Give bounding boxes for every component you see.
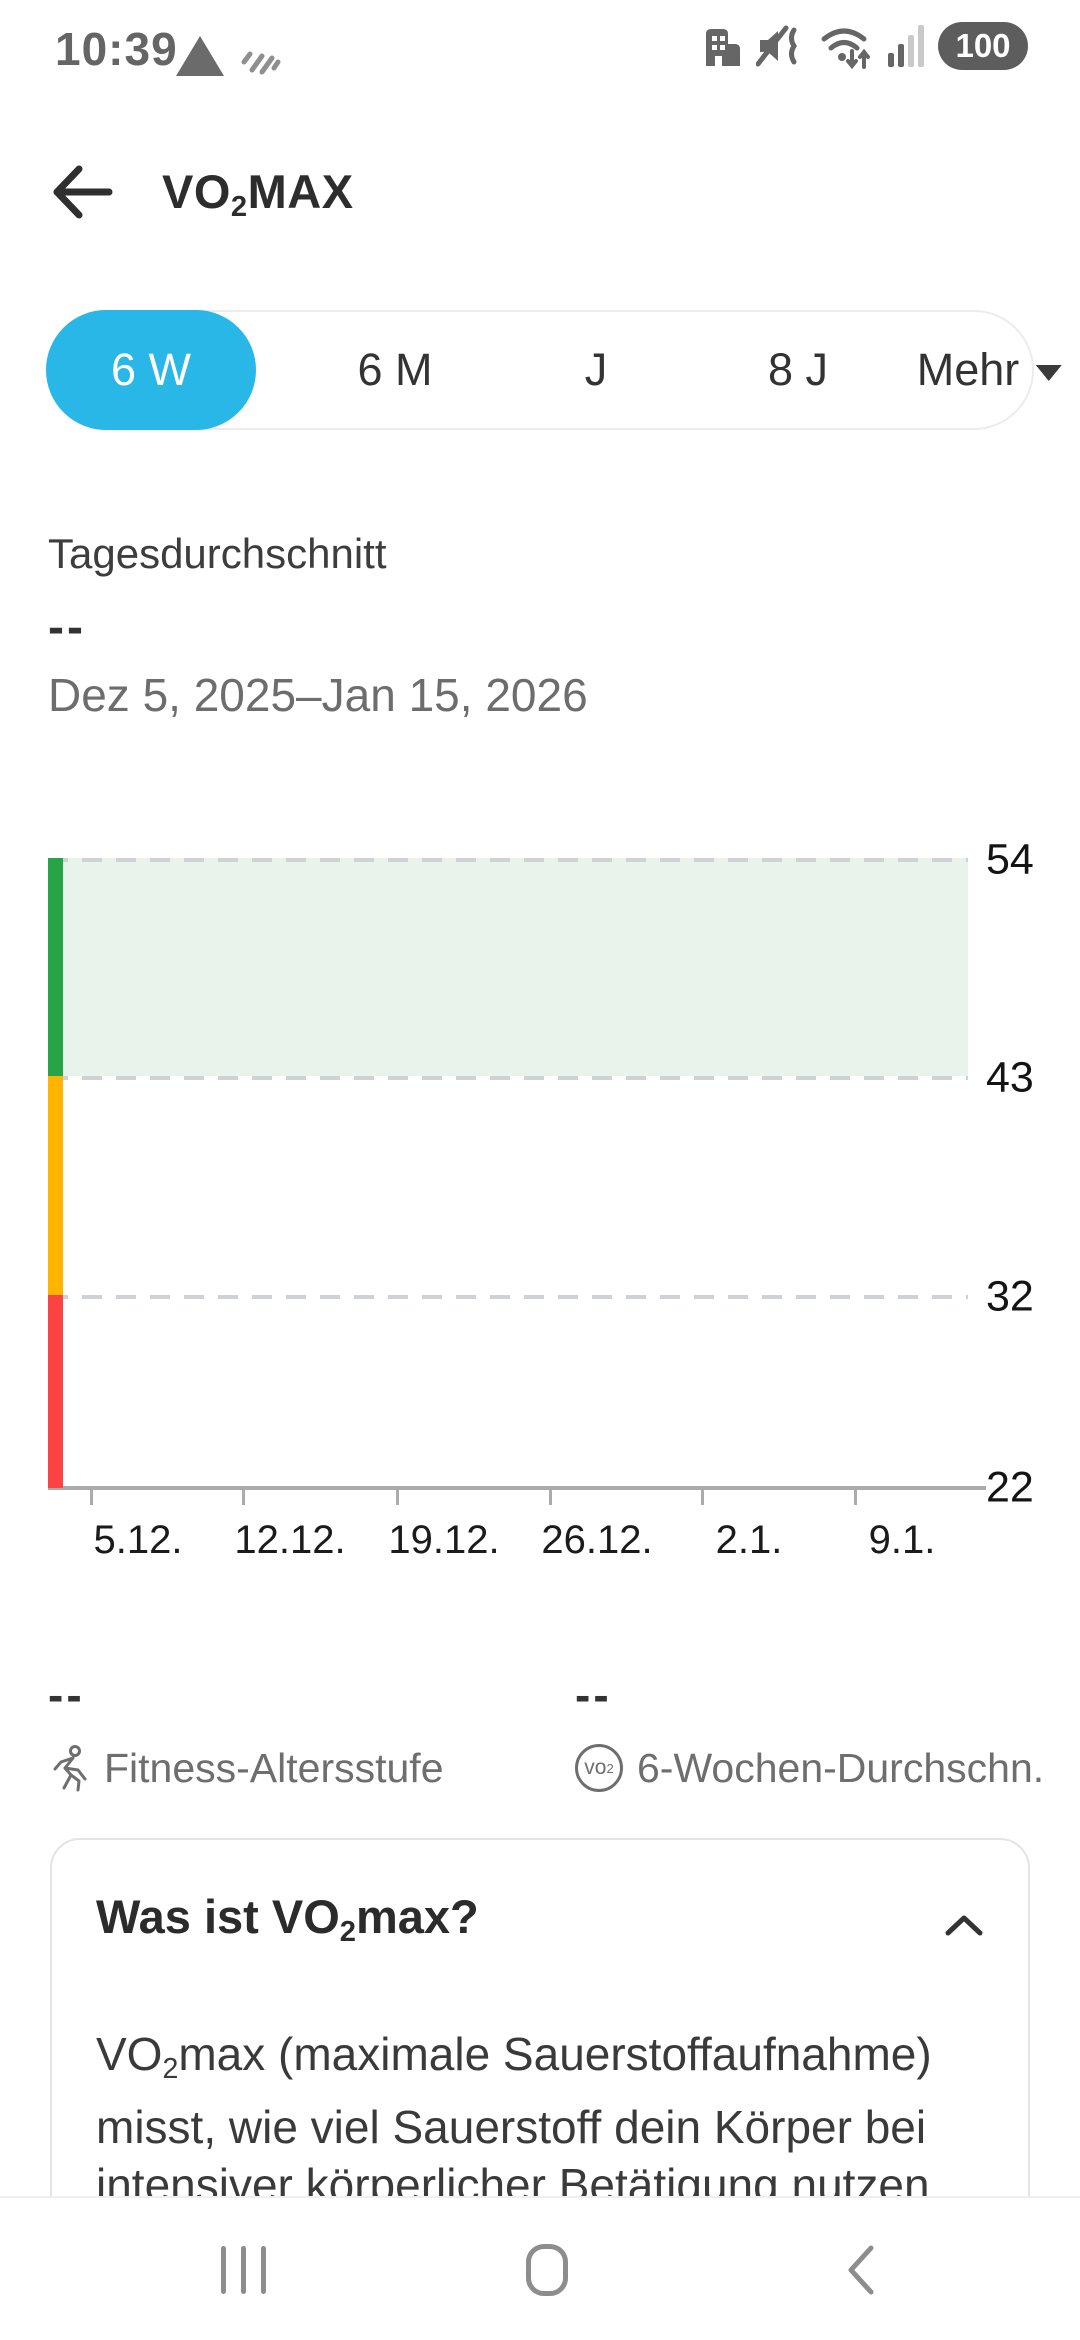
x-tick-label: 19.12. (388, 1518, 500, 1562)
nav-back-icon (848, 2245, 874, 2295)
range-option-j[interactable]: J (584, 344, 608, 395)
battery-percent: 100 (955, 27, 1011, 64)
back-button[interactable] (46, 156, 118, 228)
page-title: VO2MAX (162, 165, 354, 224)
x-tick-label: 2.1. (715, 1518, 783, 1562)
y-tick-label: 54 (986, 835, 1034, 884)
battery-icon: 100 (938, 22, 1028, 70)
stat-6week-average: -- vo 2 6-Wochen-Durchschn. (575, 1668, 1044, 1792)
clock: 10:39 (55, 23, 178, 75)
app-header: VO2MAX (0, 150, 1080, 250)
x-tick-label: 12.12. (234, 1518, 346, 1562)
gridline-54 (48, 858, 968, 862)
vo2max-chart: 5.12. 12.12. 19.12. 26.12. 2.1. 9.1. 54 … (0, 836, 1080, 1588)
6week-average-label: 6-Wochen-Durchschn. (637, 1744, 1045, 1791)
status-bar: 10:39 (0, 0, 1080, 92)
info-card-title: Was ist VO2max? (96, 1890, 479, 1949)
chevron-down-icon (1035, 365, 1062, 381)
home-button[interactable] (487, 2198, 607, 2340)
range-selector: 6 W 6 M J 8 J Mehr (46, 310, 1062, 430)
x-tick-label: 26.12. (541, 1518, 653, 1562)
gridline-32 (48, 1295, 968, 1299)
x-tick-label: 9.1. (868, 1518, 936, 1562)
warning-triangle-icon (176, 36, 224, 76)
arrow-left-icon (53, 165, 113, 219)
stat-fitness-age: -- Fitness-Altersstufe (48, 1668, 444, 1792)
recents-button[interactable] (183, 2198, 303, 2340)
x-tick-label: 5.12. (93, 1518, 183, 1562)
summary-value: -- (48, 601, 86, 654)
signal-bars-icon (888, 25, 924, 67)
runner-icon (53, 1745, 87, 1792)
zone-bar-medium (48, 1076, 63, 1295)
vo2-icon: vo 2 (575, 1744, 623, 1792)
x-tick (854, 1490, 857, 1505)
target-zone-band (48, 858, 968, 1076)
wifi-arrows-icon (821, 28, 870, 69)
x-tick (396, 1490, 399, 1505)
range-option-6m[interactable]: 6 M (357, 344, 433, 395)
x-tick (701, 1490, 704, 1505)
recents-icon (220, 2246, 266, 2294)
y-tick-label: 22 (986, 1463, 1034, 1512)
sound-off-icon (756, 25, 797, 67)
fitness-age-label: Fitness-Altersstufe (104, 1744, 444, 1791)
zone-bar-low (48, 1295, 63, 1488)
x-tick (242, 1490, 245, 1505)
summary-label: Tagesdurchschnitt (48, 530, 387, 577)
fitness-age-value: -- (48, 1669, 85, 1721)
diagonal-dashes-icon (241, 51, 281, 75)
x-tick (90, 1490, 93, 1505)
chevron-up-icon[interactable] (944, 1913, 984, 1937)
range-option-8j[interactable]: 8 J (767, 344, 829, 395)
x-axis-line (48, 1486, 986, 1490)
x-tick (549, 1490, 552, 1505)
nav-back-button[interactable] (800, 2198, 920, 2340)
y-tick-label: 43 (986, 1053, 1034, 1102)
building-icon (706, 29, 740, 66)
range-option-mehr[interactable]: Mehr (917, 344, 1062, 396)
zone-bar-high (48, 858, 63, 1076)
home-icon (526, 2244, 568, 2296)
y-tick-label: 32 (986, 1272, 1034, 1321)
info-card-header[interactable]: Was ist VO2max? (96, 1890, 984, 1959)
android-nav-bar (0, 2196, 1080, 2340)
6week-average-value: -- (575, 1669, 612, 1721)
gridline-43 (48, 1076, 968, 1080)
range-option-6w[interactable]: 6 W (46, 310, 256, 430)
chart-plot-area[interactable]: 5.12. 12.12. 19.12. 26.12. 2.1. 9.1. (48, 858, 986, 1562)
summary-date-range: Dez 5, 2025–Jan 15, 2026 (48, 669, 588, 721)
